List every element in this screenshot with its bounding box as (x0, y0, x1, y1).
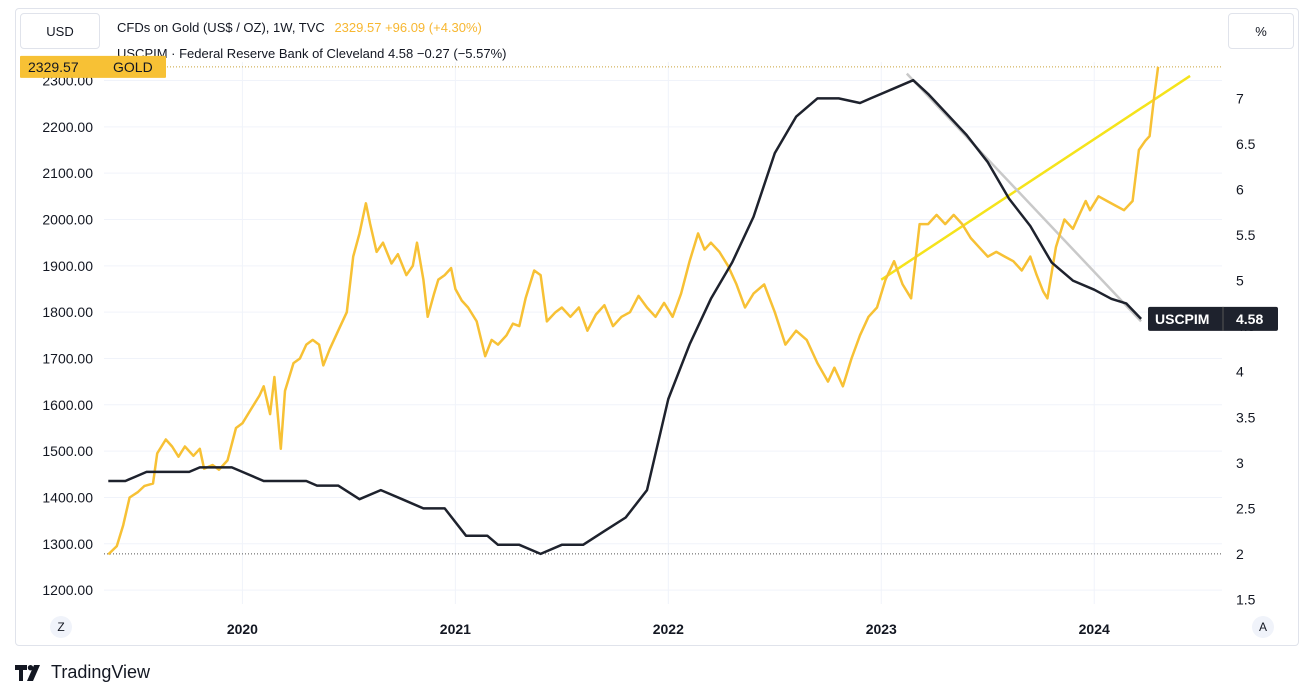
brand-name: TradingView (51, 662, 151, 682)
gold-legend-values: 2329.57 +96.09 (+4.30%) (334, 20, 482, 35)
cpi-legend: USCPIM · Federal Reserve Bank of Clevela… (117, 46, 506, 61)
auto-scale-a-button[interactable]: A (1252, 616, 1274, 638)
right-unit-button[interactable]: % (1228, 13, 1294, 49)
left-unit-button[interactable]: USD (20, 13, 100, 49)
tradingview-logo-icon (15, 664, 40, 681)
cpi-legend-text: USCPIM · Federal Reserve Bank of Clevela… (117, 46, 507, 61)
gold-legend: CFDs on Gold (US$ / OZ), 1W, TVC 2329.57… (117, 20, 482, 35)
auto-scale-z-button[interactable]: Z (50, 616, 72, 638)
chart-frame (15, 8, 1299, 646)
gold-legend-title: CFDs on Gold (US$ / OZ), 1W, TVC (117, 20, 325, 35)
tradingview-brand: TradingView (15, 662, 150, 683)
